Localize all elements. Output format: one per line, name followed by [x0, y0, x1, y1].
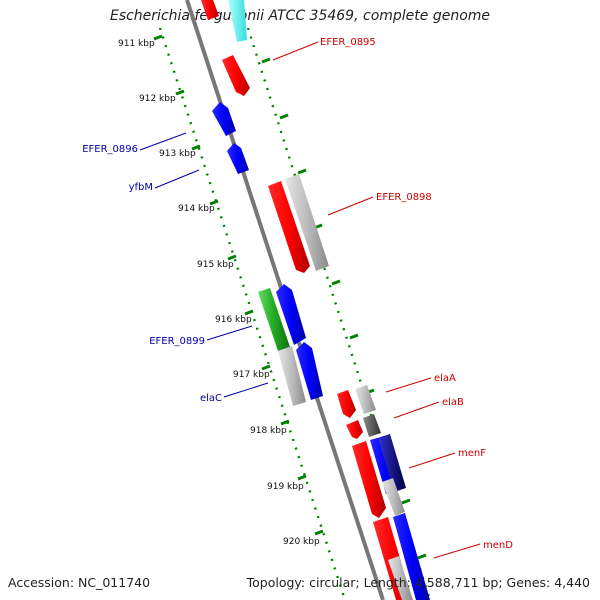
gene-label-elac[interactable]: elaC [200, 393, 222, 404]
gene-feature-elaa[interactable] [337, 390, 356, 418]
kbp-label: 911 kbp [118, 39, 155, 49]
gene-label-yfbm[interactable]: yfbM [129, 182, 153, 193]
gene-label-elaa[interactable]: elaA [434, 373, 456, 384]
map-title: Escherichia fergusonii ATCC 35469, compl… [109, 8, 491, 24]
gene-feature-red[interactable] [201, 0, 219, 20]
genome-summary-text: Topology: circular; Length: 4,588,711 bp… [246, 575, 590, 590]
kbp-label: 919 kbp [267, 482, 304, 492]
gene-feature-mend-blue [393, 513, 430, 600]
gene-feature-elab[interactable] [346, 420, 363, 439]
gene-feature-elab-dark [363, 414, 381, 437]
gene-feature-menf-grey [382, 478, 405, 516]
gene-label-menf[interactable]: menF [458, 448, 486, 459]
gene-feature-menf-navy [378, 434, 406, 492]
gene-feature-elaa-grey [355, 385, 376, 414]
accession-text: Accession: NC_011740 [8, 575, 151, 590]
kbp-label: 918 kbp [250, 426, 287, 436]
gene-feature-efer-0898-grey [285, 174, 329, 271]
kbp-label: 912 kbp [139, 94, 176, 104]
gene-label-mend[interactable]: menD [483, 540, 513, 551]
kbp-label: 916 kbp [215, 315, 252, 325]
ruler-dotted-line-right [246, 27, 432, 600]
gene-feature-efer-0896[interactable] [212, 102, 236, 136]
gene-label-efer-0898[interactable]: EFER_0898 [376, 192, 432, 203]
gene-feature-efer-0899-green [258, 288, 290, 351]
gene-label-efer-0896[interactable]: EFER_0896 [82, 144, 138, 155]
gene-feature-menf[interactable] [352, 441, 386, 518]
gene-feature-efer-0895[interactable] [222, 55, 250, 96]
gene-label-efer-0895[interactable]: EFER_0895 [320, 37, 376, 48]
kbp-label: 920 kbp [283, 537, 320, 547]
kbp-label: 917 kbp [233, 370, 270, 380]
gene-label-efer-0899[interactable]: EFER_0899 [149, 336, 205, 347]
gene-label-elab[interactable]: elaB [442, 397, 464, 408]
kbp-label: 915 kbp [197, 260, 234, 270]
gene-feature-elac-grey [278, 346, 306, 406]
gene-feature-cyan[interactable] [228, 0, 247, 42]
gene-features [201, 0, 430, 600]
gene-feature-efer-0898[interactable] [268, 181, 310, 273]
gene-feature-mend-grey [388, 556, 413, 600]
ruler-dotted-line-left [158, 27, 347, 600]
kbp-label: 914 kbp [178, 204, 215, 214]
gene-feature-yfbm[interactable] [227, 143, 249, 174]
gene-feature-elac[interactable] [296, 342, 323, 400]
gene-feature-efer-0899[interactable] [276, 284, 306, 345]
ruler-ticks-left [153, 34, 324, 536]
callout-lines [139, 41, 481, 559]
kbp-label: 913 kbp [159, 149, 196, 159]
